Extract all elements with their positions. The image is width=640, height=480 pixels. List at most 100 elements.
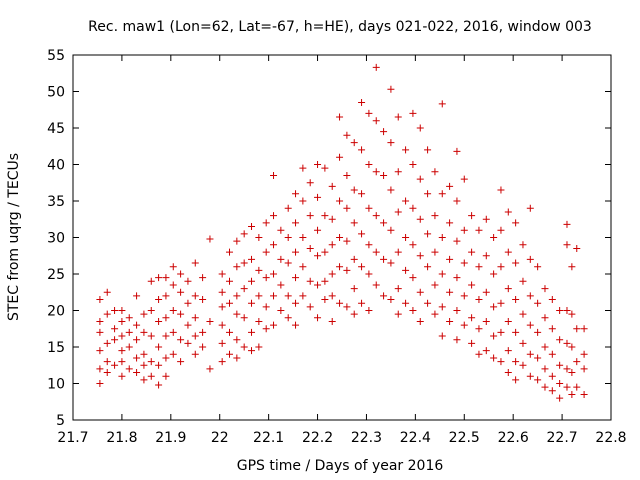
data-point (118, 307, 126, 314)
data-point (262, 219, 270, 227)
data-point (541, 314, 549, 322)
data-point (162, 354, 170, 362)
data-point (314, 252, 322, 260)
data-point (541, 365, 549, 373)
data-point (118, 332, 126, 340)
data-point (556, 307, 564, 314)
y-tick-label: 10 (47, 377, 65, 393)
data-point (556, 336, 564, 344)
data-point (343, 303, 351, 311)
data-point (365, 204, 373, 212)
x-tick-label: 22.1 (253, 430, 284, 446)
data-point (140, 376, 148, 384)
data-point (519, 339, 527, 347)
data-point (162, 314, 170, 322)
data-point (284, 292, 292, 300)
data-point (177, 310, 185, 318)
data-point (358, 146, 366, 154)
data-point (573, 358, 581, 366)
data-point (365, 241, 373, 249)
data-point (534, 299, 542, 307)
data-point (96, 347, 104, 355)
data-point (140, 328, 148, 336)
data-point (563, 241, 571, 249)
data-point (125, 343, 133, 351)
data-point (453, 336, 461, 344)
data-point (416, 175, 424, 183)
data-point (460, 175, 468, 183)
data-point (191, 314, 199, 322)
data-point (526, 372, 534, 380)
y-tick-label: 55 (47, 48, 65, 64)
data-point (306, 277, 314, 285)
data-point (306, 212, 314, 220)
data-point (482, 347, 490, 355)
data-point (343, 266, 351, 274)
x-tick-label: 22.3 (351, 430, 382, 446)
data-point (270, 212, 278, 220)
data-point (380, 292, 388, 300)
data-point (343, 237, 351, 245)
data-point (226, 248, 234, 256)
data-point (248, 328, 256, 336)
data-point (490, 354, 498, 362)
data-point (580, 350, 588, 358)
data-point (387, 139, 395, 147)
y-tick-label: 5 (56, 413, 65, 429)
data-point (328, 182, 336, 190)
data-point (321, 164, 329, 172)
data-point (240, 259, 248, 267)
data-point (548, 296, 556, 304)
data-point (96, 365, 104, 373)
data-point (96, 380, 104, 387)
data-point (177, 270, 185, 278)
data-point (563, 220, 571, 228)
x-tick-label: 21.7 (57, 430, 88, 446)
data-point (226, 350, 234, 358)
data-point (111, 325, 119, 333)
data-point (497, 186, 505, 194)
data-point (103, 310, 111, 318)
x-tick-label: 22.6 (498, 430, 529, 446)
data-point (512, 219, 520, 227)
data-point (248, 347, 256, 355)
data-point (343, 204, 351, 212)
data-point (177, 288, 185, 296)
data-point (372, 117, 380, 125)
data-point (526, 350, 534, 358)
data-point (336, 153, 344, 161)
data-point (380, 128, 388, 136)
data-point (497, 226, 505, 234)
x-tick-label: 22.8 (595, 430, 626, 446)
data-point (453, 274, 461, 282)
data-point (475, 263, 483, 271)
y-tick-label: 30 (47, 231, 65, 247)
data-point (394, 113, 402, 121)
data-point (321, 212, 329, 220)
data-point (147, 277, 155, 285)
data-point (270, 292, 278, 300)
data-point (314, 193, 322, 201)
data-point (534, 263, 542, 271)
data-point (504, 369, 512, 377)
chart-title: Rec. maw1 (Lon=62, Lat=-67, h=HE), days … (88, 19, 592, 35)
data-point (424, 190, 432, 198)
data-point (475, 296, 483, 304)
data-point (328, 317, 336, 325)
data-point (133, 369, 141, 377)
data-point (380, 255, 388, 263)
data-point (568, 263, 576, 271)
data-point (504, 248, 512, 256)
data-point (262, 274, 270, 282)
data-point (453, 197, 461, 205)
data-points (96, 63, 588, 402)
data-point (409, 307, 417, 314)
data-point (133, 321, 141, 329)
x-tick-label: 22.4 (400, 430, 431, 446)
data-point (140, 310, 148, 318)
y-tick-label: 40 (47, 158, 65, 174)
data-point (321, 296, 329, 304)
data-point (336, 113, 344, 121)
data-point (336, 197, 344, 205)
